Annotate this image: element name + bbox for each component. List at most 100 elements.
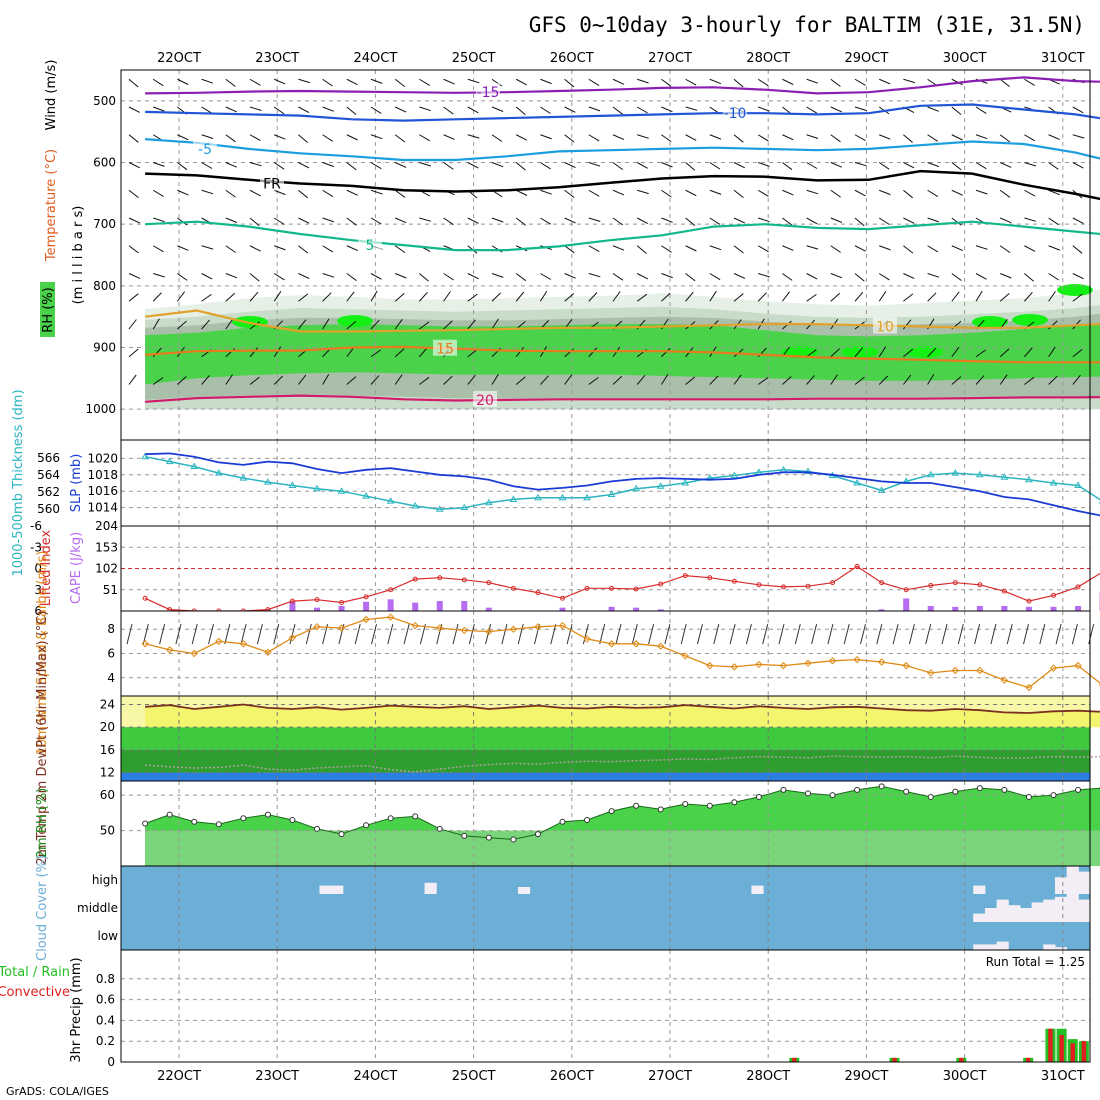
thickness-axis-label: 1000-500mb Thickness (dm) xyxy=(11,389,26,576)
wind-barb xyxy=(685,273,696,282)
wind-barb xyxy=(539,290,548,302)
wind-barb xyxy=(927,106,939,112)
li-tick-label: 3 xyxy=(34,583,42,597)
wind-barb xyxy=(177,320,187,330)
wind-axis-label: 10m Wind Speed & Barbs (m/s) xyxy=(35,551,50,756)
cape-bar xyxy=(461,601,468,611)
lifted-index-marker xyxy=(289,598,295,604)
wind-barb xyxy=(515,346,524,358)
rh-tick-label: 50 xyxy=(100,824,115,838)
wind-barb xyxy=(588,162,601,167)
wind-barb xyxy=(419,106,431,112)
lifted-index-line xyxy=(144,565,1100,612)
wind-barb xyxy=(177,78,189,85)
wind-barb xyxy=(588,217,601,222)
thickness-marker xyxy=(681,479,690,486)
wind-barb xyxy=(370,349,382,358)
thickness-marker xyxy=(853,479,861,486)
surface-wind-barb xyxy=(208,623,214,645)
wind-barb xyxy=(273,217,285,225)
y-tick-label: 800 xyxy=(93,279,116,293)
wind-barb xyxy=(612,162,623,171)
wind-barb xyxy=(1072,106,1084,114)
wind-barb xyxy=(854,162,867,167)
wind-barb xyxy=(661,245,672,253)
rh-marker xyxy=(976,785,983,792)
cloud-background xyxy=(121,866,1090,950)
wind-barb xyxy=(177,189,189,196)
wind-10m-panel: 4 6 8 10m Wind Speed & Barbs (m/s) xyxy=(35,551,1100,756)
wind-barb xyxy=(661,162,673,168)
wind-barb xyxy=(806,245,819,250)
cape-bar xyxy=(903,598,910,611)
wind-barb xyxy=(346,78,358,86)
wind-speed-marker xyxy=(877,658,886,666)
wind-barb xyxy=(999,293,1010,302)
wind-barb xyxy=(854,217,865,227)
wind-barb xyxy=(927,217,940,223)
wind-barb xyxy=(564,217,576,224)
wind-barb xyxy=(685,189,697,197)
rh-marker xyxy=(436,825,443,832)
wind-barb xyxy=(443,106,454,115)
thickness-marker xyxy=(165,457,174,465)
wind-barb xyxy=(999,245,1011,254)
wind-speed-marker xyxy=(141,640,149,648)
cape-bar xyxy=(289,601,296,611)
wind-barb xyxy=(225,245,236,253)
cape-bar xyxy=(1025,606,1032,611)
wind-barb xyxy=(322,373,330,385)
wind-barb xyxy=(491,78,503,87)
chart-title: GFS 0~10day 3-hourly for BALTIM (31E, 31… xyxy=(529,13,1085,37)
wind-barb xyxy=(588,376,599,385)
wind-barb xyxy=(951,346,960,358)
thickness-marker xyxy=(313,484,321,492)
date-tick-label: 23OCT xyxy=(255,1069,299,1084)
li-tick-label: -3 xyxy=(30,540,42,554)
wind-barb xyxy=(830,134,841,143)
isotherm-line xyxy=(145,103,1100,122)
rh-axis-label: RH (%) xyxy=(41,287,56,332)
wind-speed-marker xyxy=(288,634,297,642)
wind-barb xyxy=(975,375,985,385)
wind-barb xyxy=(298,374,307,385)
slp-line xyxy=(145,452,1100,517)
cape-bar xyxy=(1075,606,1082,611)
surface-wind-barb xyxy=(680,623,687,645)
thickness-marker xyxy=(509,495,518,502)
wind-barb xyxy=(854,347,864,358)
wind-barb xyxy=(201,293,212,302)
surface-wind-barb xyxy=(159,623,166,645)
surface-wind-barb xyxy=(387,623,394,645)
cape-bar xyxy=(1050,606,1057,611)
wind-barb xyxy=(661,134,672,143)
wind-speed-marker xyxy=(509,625,518,633)
rh-marker xyxy=(854,786,861,793)
wind-barb xyxy=(1024,217,1037,222)
wind-barb xyxy=(951,106,962,115)
wind-barb xyxy=(443,320,453,330)
wind-barb xyxy=(467,349,478,358)
temp-axis-label: 2m Temp 2m DewPt (6hr Min/Max) (°C) xyxy=(35,611,50,866)
wind-barb xyxy=(515,78,528,86)
wind-barb xyxy=(636,162,648,169)
y-tick-label: 600 xyxy=(93,156,116,170)
cape-bar xyxy=(976,606,983,611)
wind-barb xyxy=(152,292,162,302)
date-tick-label: 26OCT xyxy=(550,51,594,66)
wind-barb xyxy=(564,106,576,113)
wind-barb xyxy=(540,106,551,114)
wind-barb xyxy=(733,273,746,279)
precip-tick-label: 0.2 xyxy=(96,1034,115,1048)
wind-speed-marker xyxy=(730,663,739,671)
lifted-index-marker xyxy=(535,590,541,596)
rh-marker xyxy=(338,831,345,838)
date-tick-label: 27OCT xyxy=(648,51,692,66)
slp-tick-label: 1020 xyxy=(87,451,118,465)
wind-barb xyxy=(903,293,914,302)
lifted-index-marker xyxy=(952,580,958,586)
wind-barb xyxy=(661,348,671,358)
rh-marker xyxy=(215,821,222,828)
wind-barb xyxy=(733,374,742,385)
wind-barb xyxy=(394,78,406,87)
